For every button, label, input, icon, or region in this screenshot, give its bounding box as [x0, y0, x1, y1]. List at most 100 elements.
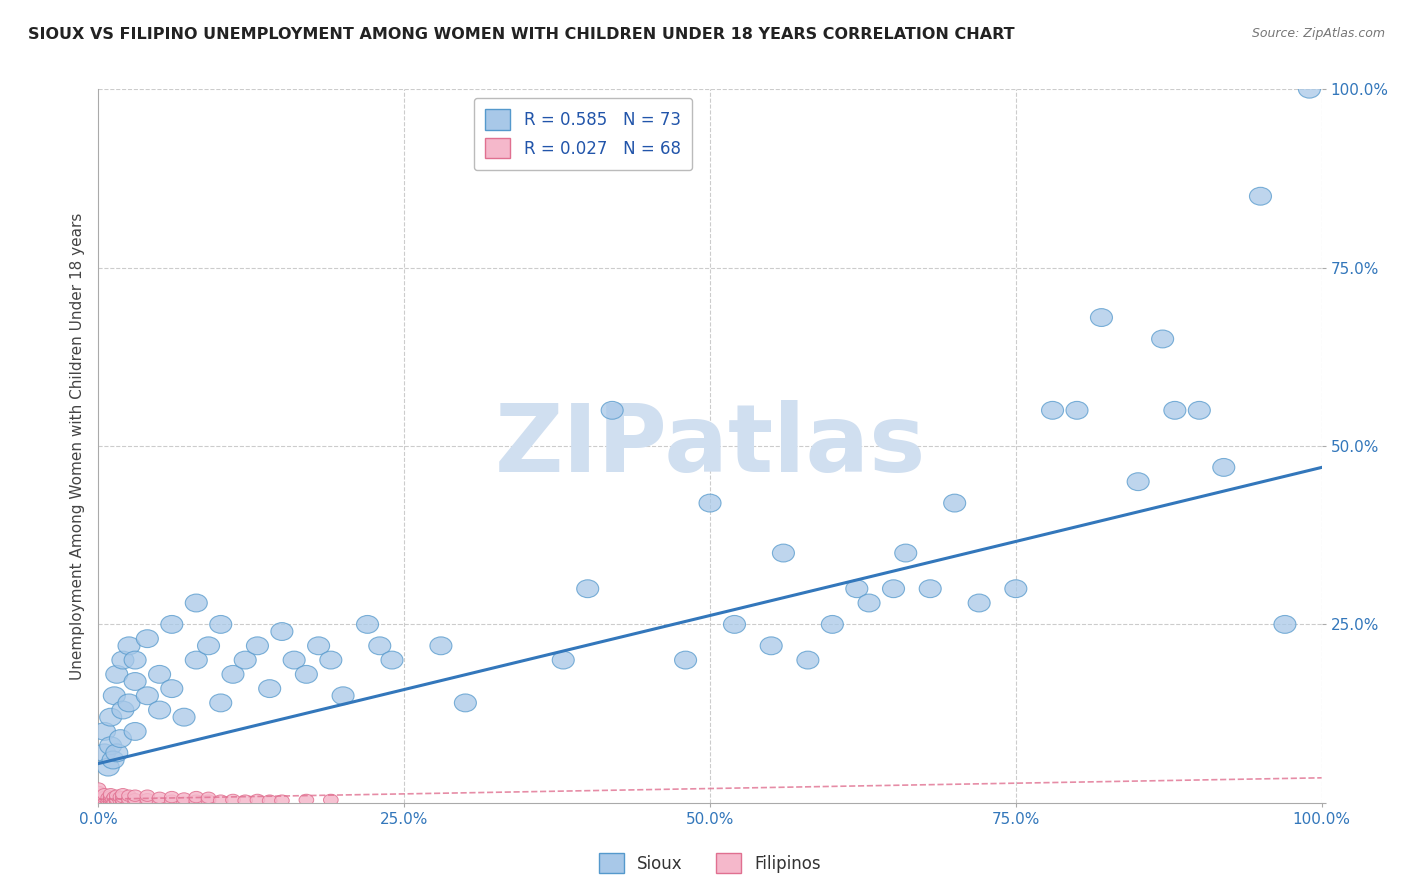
Ellipse shape [101, 795, 115, 806]
Ellipse shape [235, 651, 256, 669]
Ellipse shape [91, 788, 105, 799]
Ellipse shape [103, 790, 118, 802]
Ellipse shape [238, 795, 253, 806]
Ellipse shape [94, 744, 115, 762]
Ellipse shape [110, 790, 124, 801]
Ellipse shape [91, 797, 105, 808]
Ellipse shape [141, 794, 155, 805]
Ellipse shape [1005, 580, 1026, 598]
Ellipse shape [91, 790, 105, 801]
Ellipse shape [91, 794, 105, 805]
Ellipse shape [1164, 401, 1185, 419]
Ellipse shape [323, 794, 339, 805]
Ellipse shape [165, 795, 179, 806]
Ellipse shape [152, 792, 167, 804]
Ellipse shape [188, 791, 204, 803]
Ellipse shape [246, 637, 269, 655]
Ellipse shape [209, 615, 232, 633]
Ellipse shape [259, 680, 281, 698]
Ellipse shape [177, 797, 191, 808]
Ellipse shape [263, 795, 277, 806]
Ellipse shape [136, 687, 159, 705]
Legend: Sioux, Filipinos: Sioux, Filipinos [592, 847, 828, 880]
Ellipse shape [97, 791, 112, 803]
Ellipse shape [112, 791, 128, 803]
Ellipse shape [91, 795, 105, 806]
Ellipse shape [858, 594, 880, 612]
Ellipse shape [186, 651, 207, 669]
Ellipse shape [91, 791, 105, 803]
Y-axis label: Unemployment Among Women with Children Under 18 years: Unemployment Among Women with Children U… [69, 212, 84, 680]
Ellipse shape [188, 795, 204, 806]
Ellipse shape [118, 694, 141, 712]
Ellipse shape [122, 790, 136, 801]
Ellipse shape [97, 794, 112, 805]
Ellipse shape [103, 797, 118, 808]
Ellipse shape [274, 795, 290, 806]
Ellipse shape [103, 789, 118, 800]
Ellipse shape [186, 594, 207, 612]
Ellipse shape [160, 615, 183, 633]
Ellipse shape [602, 401, 623, 419]
Ellipse shape [920, 580, 941, 598]
Ellipse shape [94, 723, 115, 740]
Ellipse shape [149, 665, 170, 683]
Ellipse shape [115, 791, 131, 803]
Ellipse shape [91, 787, 105, 797]
Ellipse shape [319, 651, 342, 669]
Ellipse shape [1152, 330, 1174, 348]
Ellipse shape [846, 580, 868, 598]
Ellipse shape [107, 797, 122, 808]
Ellipse shape [141, 797, 155, 808]
Ellipse shape [553, 651, 574, 669]
Ellipse shape [1128, 473, 1149, 491]
Ellipse shape [97, 797, 112, 808]
Ellipse shape [883, 580, 904, 598]
Ellipse shape [821, 615, 844, 633]
Ellipse shape [91, 790, 105, 801]
Ellipse shape [115, 797, 131, 808]
Ellipse shape [124, 673, 146, 690]
Ellipse shape [283, 651, 305, 669]
Ellipse shape [576, 580, 599, 598]
Ellipse shape [101, 792, 115, 804]
Ellipse shape [141, 790, 155, 801]
Ellipse shape [1213, 458, 1234, 476]
Ellipse shape [105, 744, 128, 762]
Ellipse shape [91, 795, 105, 806]
Ellipse shape [675, 651, 696, 669]
Ellipse shape [430, 637, 451, 655]
Ellipse shape [165, 791, 179, 803]
Ellipse shape [103, 793, 118, 805]
Ellipse shape [97, 789, 112, 800]
Ellipse shape [110, 730, 131, 747]
Ellipse shape [699, 494, 721, 512]
Ellipse shape [332, 687, 354, 705]
Ellipse shape [149, 701, 170, 719]
Ellipse shape [724, 615, 745, 633]
Ellipse shape [128, 797, 142, 808]
Ellipse shape [112, 701, 134, 719]
Ellipse shape [100, 737, 122, 755]
Ellipse shape [969, 594, 990, 612]
Ellipse shape [308, 637, 329, 655]
Ellipse shape [250, 794, 264, 805]
Ellipse shape [152, 797, 167, 808]
Ellipse shape [761, 637, 782, 655]
Ellipse shape [1298, 80, 1320, 98]
Ellipse shape [943, 494, 966, 512]
Ellipse shape [107, 791, 122, 803]
Ellipse shape [136, 630, 159, 648]
Ellipse shape [128, 790, 142, 801]
Ellipse shape [100, 708, 122, 726]
Ellipse shape [115, 789, 131, 800]
Ellipse shape [112, 795, 128, 806]
Ellipse shape [103, 795, 118, 806]
Ellipse shape [1091, 309, 1112, 326]
Ellipse shape [112, 651, 134, 669]
Ellipse shape [122, 797, 136, 808]
Ellipse shape [103, 687, 125, 705]
Ellipse shape [128, 794, 142, 805]
Ellipse shape [160, 680, 183, 698]
Ellipse shape [97, 795, 112, 806]
